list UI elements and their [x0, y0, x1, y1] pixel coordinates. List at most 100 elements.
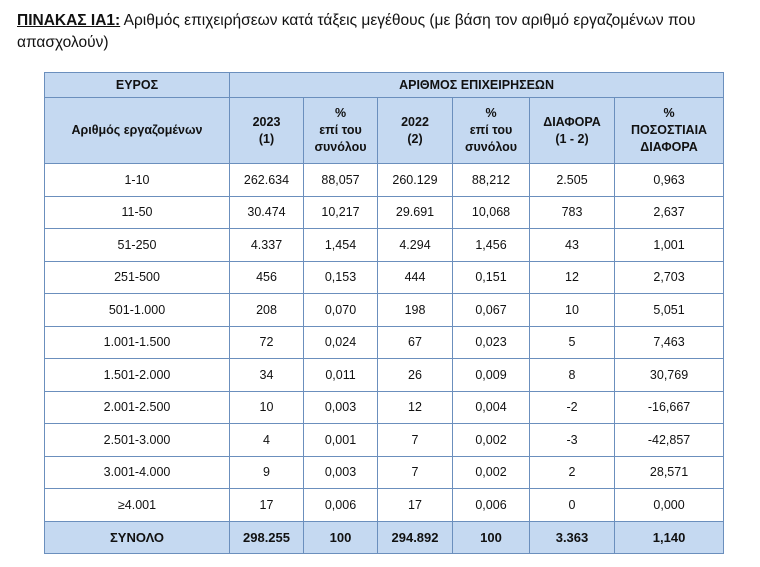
count-2022-cell: 7 [377, 423, 453, 457]
pct-difference-cell: -42,857 [613, 423, 725, 457]
pct-2023-cell: 0,003 [303, 455, 378, 489]
employee-range-cell: 11-50 [44, 195, 230, 229]
total-label-cell: ΣΥΝΟΛΟ [44, 520, 230, 554]
difference-cell: -3 [529, 423, 615, 457]
year-2023-column-header: 2023 (1) [229, 97, 304, 164]
pct-2022-cell: 0,006 [452, 488, 530, 522]
difference-cell: 8 [529, 358, 615, 392]
difference-cell: 5 [529, 325, 615, 359]
pct-2023-cell: 0,003 [303, 390, 378, 424]
difference-cell: 43 [529, 228, 615, 262]
table-title: Αριθμός επιχειρήσεων κατά τάξεις μεγέθου… [17, 12, 696, 51]
difference-cell: 2.505 [529, 163, 615, 197]
employee-range-cell: 51-250 [44, 228, 230, 262]
year-2022-column-header: 2022 (2) [377, 97, 453, 164]
count-2023-cell: 208 [229, 293, 304, 327]
count-2022-cell: 12 [377, 390, 453, 424]
count-2022-cell: 260.129 [377, 163, 453, 197]
pct-difference-cell: 1,001 [613, 228, 725, 262]
difference-cell: 2 [529, 455, 615, 489]
pct-2023-cell: 1,454 [303, 228, 378, 262]
count-2022-cell: 17 [377, 488, 453, 522]
total-row: ΣΥΝΟΛΟ 298.255 100 294.892 100 3.363 1,140 [44, 520, 725, 554]
difference-cell: -2 [529, 390, 615, 424]
pct-difference-cell: 2,637 [613, 195, 725, 229]
total-difference-cell: 3.363 [529, 520, 615, 554]
total-count-2023-cell: 298.255 [229, 520, 304, 554]
count-2023-cell: 456 [229, 260, 304, 294]
total-pct-difference-cell: 1,140 [613, 520, 725, 554]
count-2023-cell: 10 [229, 390, 304, 424]
pct-difference-column-header: % ΠΟΣΟΣΤΙΑΙΑ ΔΙΑΦΟΡΑ [613, 97, 725, 164]
employee-range-cell: ≥4.001 [44, 488, 230, 522]
count-2022-cell: 198 [377, 293, 453, 327]
count-2023-cell: 9 [229, 455, 304, 489]
employees-column-header: Αριθμός εργαζομένων [44, 97, 230, 164]
pct-2022-cell: 0,023 [452, 325, 530, 359]
pct-difference-cell: 5,051 [613, 293, 725, 327]
count-2023-cell: 17 [229, 488, 304, 522]
pct-difference-cell: 28,571 [613, 455, 725, 489]
total-pct-2023-cell: 100 [303, 520, 378, 554]
range-group-header: ΕΥΡΟΣ [44, 72, 230, 98]
difference-cell: 12 [529, 260, 615, 294]
employee-range-cell: 1.501-2.000 [44, 358, 230, 392]
count-2023-cell: 72 [229, 325, 304, 359]
pct-2023-cell: 10,217 [303, 195, 378, 229]
count-2022-cell: 67 [377, 325, 453, 359]
employee-range-cell: 1-10 [44, 163, 230, 197]
pct-2023-cell: 0,070 [303, 293, 378, 327]
table-body: 1-10 262.634 88,057 260.129 88,212 2.505 0,963… [44, 163, 725, 554]
pct-2023-cell: 0,006 [303, 488, 378, 522]
employee-range-cell: 2.001-2.500 [44, 390, 230, 424]
pct-2022-column-header: % επί του συνόλου [452, 97, 530, 164]
pct-difference-cell: 7,463 [613, 325, 725, 359]
pct-2023-cell: 88,057 [303, 163, 378, 197]
pct-difference-cell: 30,769 [613, 358, 725, 392]
business-size-table: ΕΥΡΟΣ ΑΡΙΘΜΟΣ ΕΠΙΧΕΙΡΗΣΕΩΝ Αριθμός εργαζ… [44, 72, 725, 554]
pct-2022-cell: 10,068 [452, 195, 530, 229]
table-row: 11-50 30.474 10,217 29.691 10,068 783 2,637 [44, 195, 725, 229]
employee-range-cell: 1.001-1.500 [44, 325, 230, 359]
pct-2022-cell: 0,004 [452, 390, 530, 424]
businesses-group-header: ΑΡΙΘΜΟΣ ΕΠΙΧΕΙΡΗΣΕΩΝ [228, 72, 725, 98]
pct-difference-cell: 2,703 [613, 260, 725, 294]
table-row: ≥4.001 17 0,006 17 0,006 0 0,000 [44, 488, 725, 522]
table-caption: ΠΙΝΑΚΑΣ ΙΑ1: Αριθμός επιχειρήσεων κατά τ… [17, 10, 747, 54]
total-count-2022-cell: 294.892 [377, 520, 453, 554]
pct-2023-cell: 0,001 [303, 423, 378, 457]
table-row: 2.501-3.000 4 0,001 7 0,002 -3 -42,857 [44, 423, 725, 457]
count-2022-cell: 4.294 [377, 228, 453, 262]
count-2022-cell: 444 [377, 260, 453, 294]
difference-column-header: ΔΙΑΦΟΡΑ (1 - 2) [529, 97, 615, 164]
table-row: 1-10 262.634 88,057 260.129 88,212 2.505 0,963 [44, 163, 725, 197]
count-2022-cell: 26 [377, 358, 453, 392]
pct-2022-cell: 0,002 [452, 455, 530, 489]
employee-range-cell: 2.501-3.000 [44, 423, 230, 457]
pct-2022-cell: 0,067 [452, 293, 530, 327]
table-row: 2.001-2.500 10 0,003 12 0,004 -2 -16,667 [44, 390, 725, 424]
pct-difference-cell: 0,000 [613, 488, 725, 522]
count-2023-cell: 262.634 [229, 163, 304, 197]
difference-cell: 10 [529, 293, 615, 327]
table-code: ΠΙΝΑΚΑΣ ΙΑ1: [17, 12, 121, 29]
pct-2023-column-header: % επί του συνόλου [303, 97, 378, 164]
employee-range-cell: 501-1.000 [44, 293, 230, 327]
count-2023-cell: 4 [229, 423, 304, 457]
table-row: 501-1.000 208 0,070 198 0,067 10 5,051 [44, 293, 725, 327]
difference-cell: 783 [529, 195, 615, 229]
table-row: 51-250 4.337 1,454 4.294 1,456 43 1,001 [44, 228, 725, 262]
pct-2022-cell: 88,212 [452, 163, 530, 197]
pct-2022-cell: 0,002 [452, 423, 530, 457]
pct-2023-cell: 0,153 [303, 260, 378, 294]
count-2023-cell: 4.337 [229, 228, 304, 262]
table-row: 3.001-4.000 9 0,003 7 0,002 2 28,571 [44, 455, 725, 489]
difference-cell: 0 [529, 488, 615, 522]
count-2022-cell: 7 [377, 455, 453, 489]
pct-2023-cell: 0,011 [303, 358, 378, 392]
table-row: 251-500 456 0,153 444 0,151 12 2,703 [44, 260, 725, 294]
table-row: 1.001-1.500 72 0,024 67 0,023 5 7,463 [44, 325, 725, 359]
employee-range-cell: 251-500 [44, 260, 230, 294]
pct-difference-cell: 0,963 [613, 163, 725, 197]
count-2022-cell: 29.691 [377, 195, 453, 229]
